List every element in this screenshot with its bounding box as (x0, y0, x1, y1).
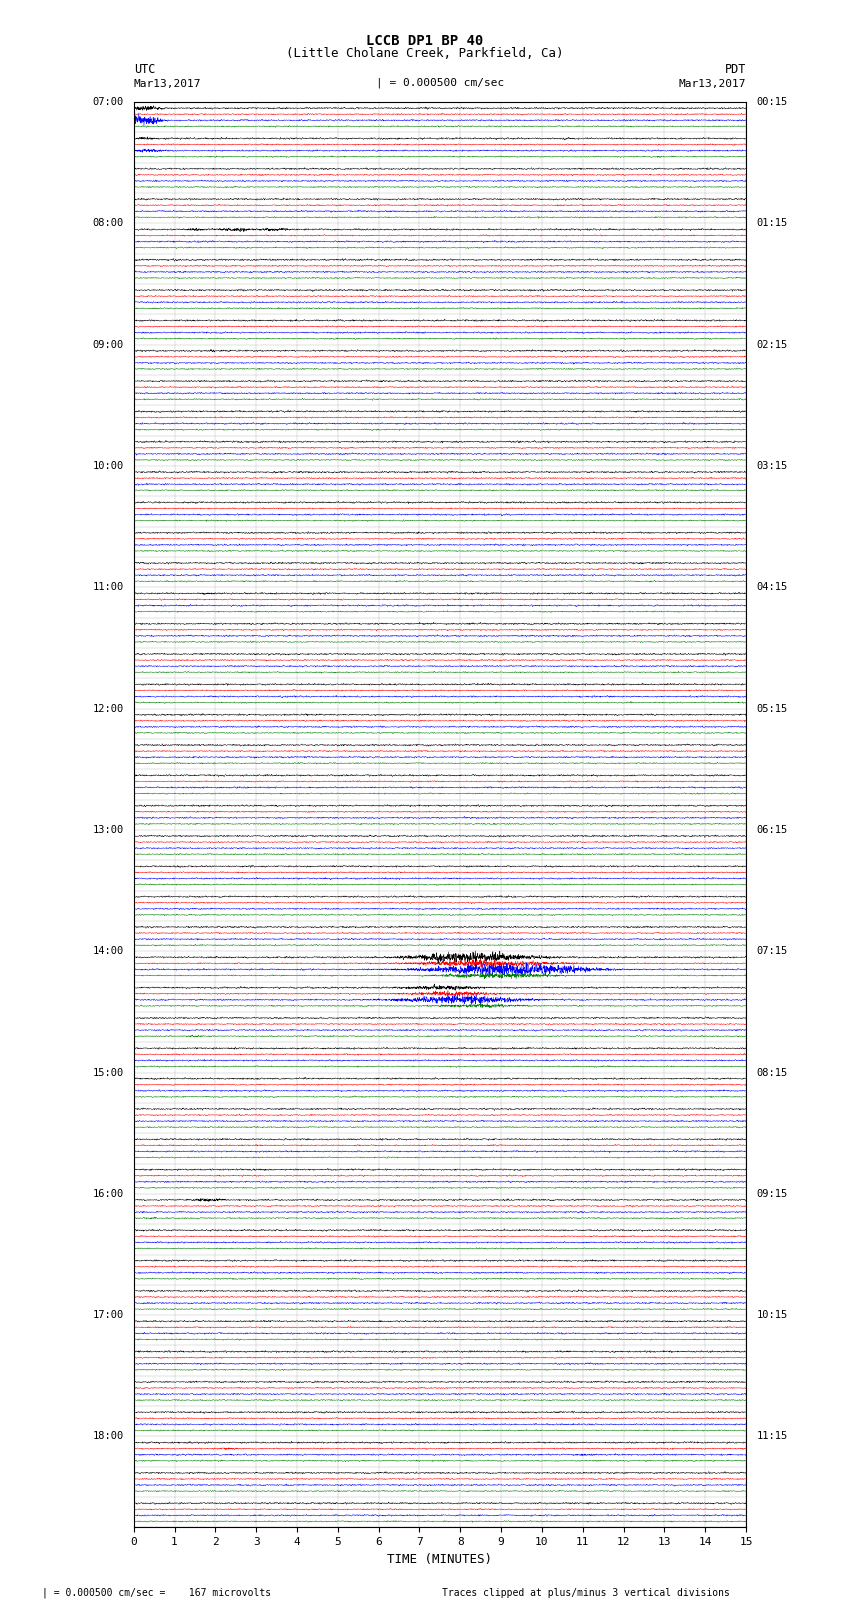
Text: 00:15: 00:15 (756, 97, 787, 106)
Text: 07:15: 07:15 (756, 947, 787, 957)
Text: 07:00: 07:00 (93, 97, 123, 106)
Text: 14:00: 14:00 (93, 947, 123, 957)
Text: 15:00: 15:00 (93, 1068, 123, 1077)
Text: 11:15: 11:15 (756, 1431, 787, 1442)
Text: Mar13,2017: Mar13,2017 (133, 79, 201, 89)
Text: 03:15: 03:15 (756, 461, 787, 471)
Text: 17:00: 17:00 (93, 1310, 123, 1319)
X-axis label: TIME (MINUTES): TIME (MINUTES) (388, 1553, 492, 1566)
Text: PDT: PDT (725, 63, 746, 76)
Text: Traces clipped at plus/minus 3 vertical divisions: Traces clipped at plus/minus 3 vertical … (442, 1589, 730, 1598)
Text: 18:00: 18:00 (93, 1431, 123, 1442)
Text: 05:15: 05:15 (756, 703, 787, 713)
Text: 08:00: 08:00 (93, 218, 123, 229)
Text: Mar13,2017: Mar13,2017 (678, 79, 746, 89)
Text: UTC: UTC (133, 63, 155, 76)
Text: (Little Cholane Creek, Parkfield, Ca): (Little Cholane Creek, Parkfield, Ca) (286, 47, 564, 60)
Text: 09:00: 09:00 (93, 340, 123, 350)
Text: 08:15: 08:15 (756, 1068, 787, 1077)
Text: 10:15: 10:15 (756, 1310, 787, 1319)
Text: 12:00: 12:00 (93, 703, 123, 713)
Text: LCCB DP1 BP 40: LCCB DP1 BP 40 (366, 34, 484, 48)
Text: | = 0.000500 cm/sec =    167 microvolts: | = 0.000500 cm/sec = 167 microvolts (42, 1587, 272, 1598)
Text: 11:00: 11:00 (93, 582, 123, 592)
Text: 09:15: 09:15 (756, 1189, 787, 1198)
Text: | = 0.000500 cm/sec: | = 0.000500 cm/sec (376, 77, 504, 89)
Text: 04:15: 04:15 (756, 582, 787, 592)
Text: 16:00: 16:00 (93, 1189, 123, 1198)
Text: 02:15: 02:15 (756, 340, 787, 350)
Text: 13:00: 13:00 (93, 824, 123, 836)
Text: 10:00: 10:00 (93, 461, 123, 471)
Text: 06:15: 06:15 (756, 824, 787, 836)
Text: 01:15: 01:15 (756, 218, 787, 229)
